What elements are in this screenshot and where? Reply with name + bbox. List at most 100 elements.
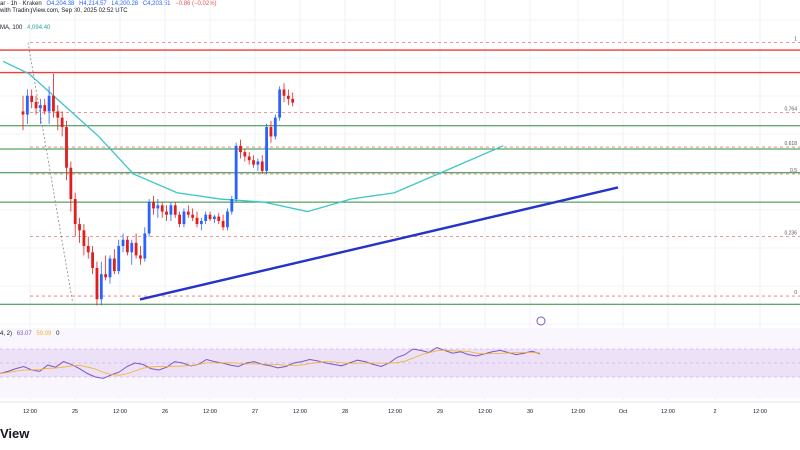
- rsi-signal-line: [0, 349, 541, 376]
- candle-body-36: [178, 214, 181, 225]
- candle-body-15: [86, 246, 90, 253]
- x-tick-label-5: 27: [252, 409, 258, 415]
- ohlc-change: −0.86 (−0.02%): [175, 1, 217, 7]
- x-tick-label-1: 25: [72, 409, 78, 415]
- candle-body-14: [82, 230, 86, 246]
- ma-label: MA, 100: [0, 25, 23, 31]
- x-tick-label-11: 30: [527, 409, 533, 415]
- candle-body-1: [25, 95, 29, 115]
- candle-body-39: [191, 214, 195, 218]
- x-tick-label-10: 12:00: [478, 409, 492, 415]
- candle-body-8: [56, 111, 60, 118]
- candle-body-38: [186, 211, 190, 215]
- fib-label-4: 0.236: [784, 231, 797, 237]
- candle-body-47: [226, 211, 229, 228]
- candle-body-52: [247, 156, 251, 161]
- candle-body-37: [182, 211, 186, 225]
- candle-body-27: [139, 255, 142, 259]
- moving-average-line: [2, 60, 504, 213]
- candle-body-2: [30, 95, 34, 102]
- x-tick-label-4: 12:00: [203, 409, 217, 415]
- candle-body-28: [143, 233, 147, 259]
- x-tick-label-6: 12:00: [293, 409, 307, 415]
- trend-line: [139, 186, 619, 301]
- ohlc-high: H4,214.57: [79, 1, 107, 7]
- candle-body-51: [243, 152, 247, 157]
- x-tick-label-3: 26: [162, 409, 168, 415]
- ma-legend: MA, 100 4,094.40: [0, 25, 53, 31]
- rsi-extra: 0: [56, 331, 60, 337]
- tradingview-logo[interactable]: View: [0, 426, 30, 441]
- header-row-2: with TradingView.com, Sep 30, 2025 02:52…: [0, 8, 131, 14]
- candle-body-4: [39, 105, 42, 109]
- candle-body-17: [95, 267, 99, 300]
- x-tick-label-9: 29: [437, 409, 443, 415]
- candle-body-33: [165, 211, 168, 215]
- candle-body-13: [78, 224, 81, 231]
- candle-body-6: [47, 95, 51, 112]
- ma-value: 4,094.40: [27, 25, 51, 31]
- candle-body-11: [69, 167, 73, 200]
- x-tick-label-7: 28: [342, 409, 348, 415]
- candle-body-35: [173, 205, 177, 215]
- candle-body-24: [126, 239, 129, 253]
- candle-body-49: [234, 145, 238, 200]
- ohlc-open: O4,204.38: [46, 1, 75, 7]
- candle-body-57: [269, 127, 273, 137]
- rsi-period: 4, 2): [0, 331, 13, 337]
- candle-body-41: [199, 220, 203, 225]
- candle-body-10: [65, 127, 68, 168]
- candle-body-53: [252, 160, 255, 165]
- candle-body-31: [156, 205, 160, 209]
- candle-body-44: [213, 216, 216, 220]
- fib-label-5: 0: [794, 290, 797, 296]
- rsi-value-2: 59.09: [36, 331, 52, 337]
- fib-label-1: 0.764: [784, 107, 797, 113]
- candle-body-50: [239, 145, 242, 153]
- candle-body-58: [273, 117, 277, 137]
- x-tick-label-0: 12:00: [23, 409, 37, 415]
- rsi-legend: 4, 2) 63.07 59.09 0: [0, 331, 62, 337]
- candle-body-56: [265, 127, 268, 171]
- candle-body-21: [112, 258, 116, 272]
- candle-body-20: [108, 258, 112, 278]
- fib-label-2: 0.618: [784, 141, 797, 147]
- ohlc-low: L4,200.28: [111, 1, 139, 7]
- candle-body-62: [291, 98, 295, 103]
- candle-body-26: [134, 242, 138, 256]
- candle-body-59: [278, 89, 282, 118]
- ohlc-close: C4,203.51: [142, 1, 171, 7]
- candle-body-32: [160, 205, 164, 212]
- publish-info: with TradingView.com, Sep 30, 2025 02:52…: [0, 8, 128, 14]
- candle-body-25: [130, 242, 134, 253]
- candle-body-0: [21, 111, 25, 115]
- x-tick-label-2: 12:00: [113, 409, 127, 415]
- candle-body-12: [73, 199, 77, 225]
- header-row-1: ar · 1h · Kraken O4,204.38 H4,214.57 L4,…: [0, 1, 220, 7]
- candle-body-9: [60, 117, 64, 128]
- candle-body-40: [195, 217, 199, 225]
- x-tick-label-8: 12:00: [388, 409, 402, 415]
- x-tick-label-15: 2: [713, 409, 716, 415]
- x-tick-label-14: 12:00: [661, 409, 675, 415]
- fib-label-0: 1: [794, 37, 797, 43]
- x-tick-label-16: 12:00: [753, 409, 767, 415]
- candle-body-55: [260, 161, 264, 171]
- candle-body-5: [43, 105, 47, 112]
- candle-body-22: [117, 246, 121, 272]
- candle-body-54: [256, 161, 260, 165]
- x-tick-label-12: 12:00: [571, 409, 585, 415]
- x-tick-label-13: Oct: [619, 409, 628, 415]
- event-marker-icon: [536, 316, 546, 326]
- rsi-line: [0, 347, 541, 379]
- candle-body-7: [52, 95, 55, 112]
- candle-body-45: [217, 216, 221, 221]
- candle-body-34: [169, 205, 173, 215]
- candle-body-29: [147, 202, 151, 234]
- candle-body-16: [91, 252, 94, 268]
- candle-body-46: [221, 220, 225, 228]
- candle-body-61: [286, 95, 290, 99]
- candle-body-19: [104, 274, 108, 278]
